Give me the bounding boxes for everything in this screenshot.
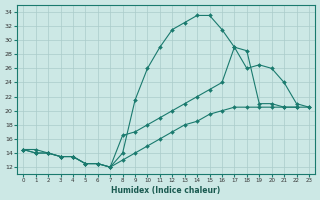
- X-axis label: Humidex (Indice chaleur): Humidex (Indice chaleur): [111, 186, 221, 195]
